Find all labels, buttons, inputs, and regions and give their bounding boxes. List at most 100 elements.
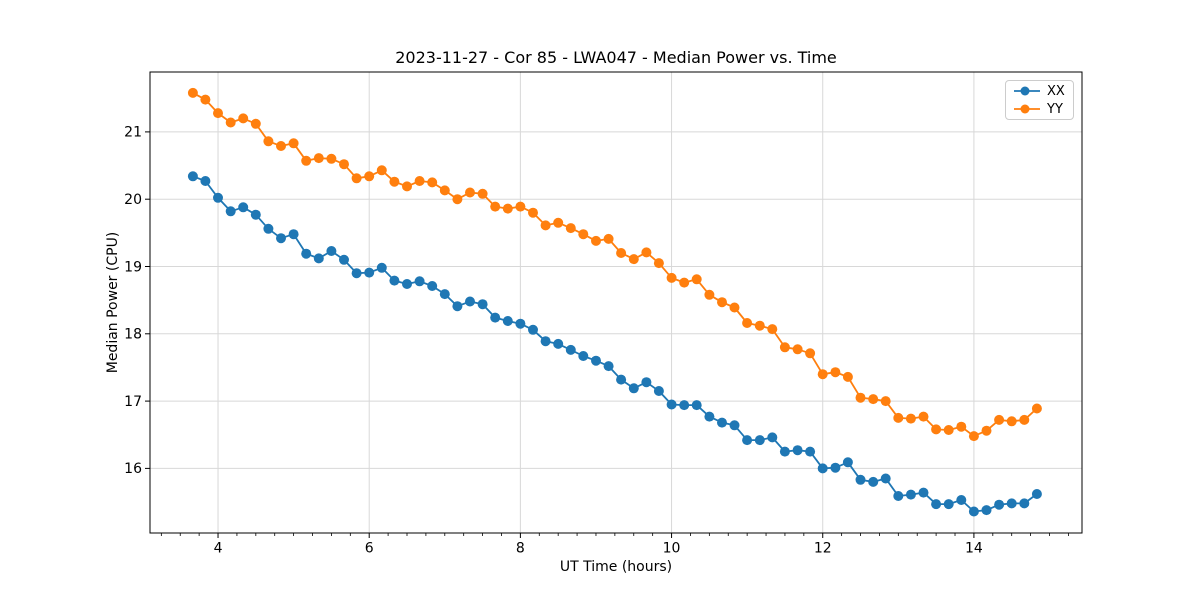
data-point-yy — [1006, 416, 1017, 427]
data-point-yy — [893, 412, 904, 423]
data-point-xx — [515, 318, 526, 329]
data-point-xx — [364, 267, 375, 278]
data-point-xx — [855, 474, 866, 485]
data-point-xx — [805, 446, 816, 457]
data-point-yy — [351, 173, 362, 184]
data-point-yy — [301, 155, 312, 166]
data-point-xx — [931, 499, 942, 510]
data-point-yy — [779, 342, 790, 353]
data-point-xx — [603, 361, 614, 372]
data-point-xx — [263, 223, 274, 234]
x-tick-label: 12 — [814, 541, 832, 557]
data-point-yy — [238, 113, 249, 124]
data-point-xx — [968, 506, 979, 517]
grid-layer — [150, 72, 1082, 533]
data-point-yy — [364, 171, 375, 182]
data-point-xx — [830, 462, 841, 473]
data-point-yy — [767, 324, 778, 335]
data-point-yy — [918, 411, 929, 422]
data-point-xx — [376, 262, 387, 273]
data-point-yy — [981, 425, 992, 436]
data-point-xx — [868, 476, 879, 487]
data-point-xx — [905, 489, 916, 500]
data-point-yy — [817, 369, 828, 380]
data-point-yy — [1031, 403, 1042, 414]
data-point-yy — [288, 138, 299, 149]
data-point-xx — [439, 289, 450, 300]
data-point-xx — [842, 457, 853, 468]
data-point-yy — [402, 181, 412, 192]
data-point-yy — [276, 141, 286, 151]
data-point-yy — [830, 367, 841, 378]
data-point-yy — [326, 153, 337, 164]
data-point-yy — [679, 277, 690, 288]
data-point-yy — [842, 371, 853, 382]
data-point-xx — [704, 411, 715, 422]
axes-frame — [149, 71, 1083, 534]
data-point-xx — [477, 299, 488, 310]
data-point-xx — [1006, 498, 1017, 509]
series-line-xx — [191, 175, 1038, 513]
data-point-yy — [439, 185, 450, 196]
data-point-xx — [981, 505, 992, 516]
data-point-xx — [465, 296, 475, 307]
data-point-xx — [653, 386, 664, 396]
data-point-xx — [691, 400, 702, 411]
data-point-xx — [817, 463, 828, 474]
data-point-yy — [414, 176, 425, 186]
data-point-xx — [666, 399, 677, 410]
data-point-xx — [490, 312, 501, 323]
data-point-xx — [225, 206, 236, 217]
data-point-xx — [880, 473, 891, 484]
data-point-yy — [905, 413, 916, 424]
y-tick-label: 20 — [124, 192, 142, 208]
data-point-xx — [414, 276, 425, 287]
data-point-xx — [641, 377, 652, 388]
data-point-xx — [326, 246, 337, 256]
tick-labels-layer: 4 6 8 10 12 14 16 17 18 19 20 21 — [124, 125, 983, 557]
data-point-yy — [553, 217, 564, 228]
data-point-xx — [502, 316, 513, 326]
data-point-xx — [729, 420, 740, 431]
data-point-yy — [628, 254, 639, 265]
x-axis-label: UT Time (hours) — [560, 559, 672, 575]
data-point-yy — [502, 203, 513, 214]
data-point-xx — [402, 279, 412, 289]
data-point-xx — [742, 435, 753, 446]
x-tick-label: 14 — [965, 541, 983, 557]
data-point-xx — [918, 487, 929, 498]
data-point-xx — [956, 495, 967, 505]
data-point-xx — [578, 351, 589, 361]
data-point-yy — [540, 220, 551, 231]
data-point-xx — [679, 400, 690, 411]
chart-title: 2023-11-27 - Cor 85 - LWA047 - Median Po… — [395, 48, 837, 67]
data-point-xx — [200, 176, 211, 186]
data-point-yy — [956, 421, 967, 432]
data-point-yy — [931, 424, 942, 435]
data-point-xx — [288, 229, 299, 240]
legend-label: XX — [1047, 83, 1065, 99]
data-point-yy — [250, 118, 261, 129]
data-point-yy — [528, 207, 538, 218]
data-point-yy — [603, 233, 614, 244]
data-point-yy — [477, 188, 488, 199]
y-tick-label: 17 — [124, 394, 142, 410]
data-point-yy — [452, 194, 463, 205]
data-point-yy — [578, 229, 589, 240]
data-point-yy — [653, 258, 664, 269]
data-point-xx — [250, 209, 261, 220]
x-tick-label: 6 — [365, 541, 374, 557]
data-point-xx — [591, 355, 601, 366]
data-point-xx — [276, 233, 286, 244]
data-point-xx — [616, 374, 627, 385]
data-point-yy — [880, 396, 891, 407]
data-point-xx — [553, 338, 564, 349]
data-point-yy — [1019, 414, 1030, 425]
data-point-yy — [565, 223, 576, 234]
data-point-yy — [427, 177, 438, 188]
data-point-yy — [868, 394, 879, 405]
data-point-xx — [452, 301, 463, 312]
data-point-xx — [427, 281, 438, 291]
